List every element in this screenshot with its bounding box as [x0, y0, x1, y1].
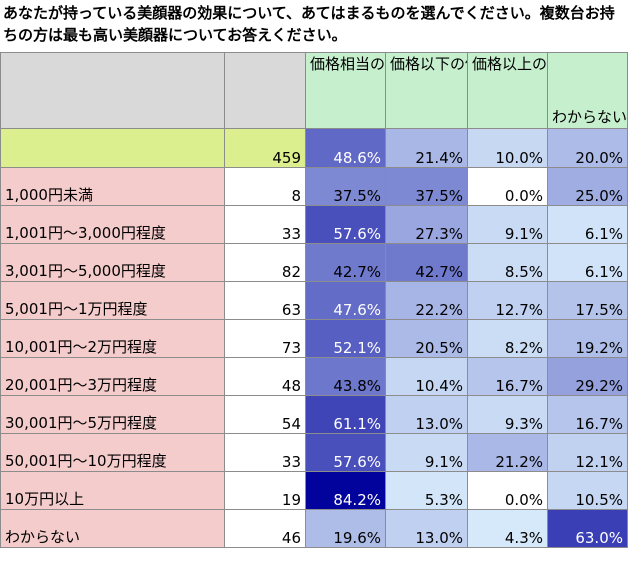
table-row: 5,001円～1万円程度 63 47.6% 22.2% 12.7% 17.5%: [0, 281, 628, 320]
percent-cell: 8.5%: [467, 243, 548, 282]
percent-cell: 57.6%: [305, 433, 386, 472]
header-corner-cell: [0, 52, 225, 129]
category-label: 10,001円～2万円程度: [0, 319, 225, 358]
table-row: 1,001円～3,000円程度 33 57.6% 27.3% 9.1% 6.1%: [0, 205, 628, 244]
percent-cell: 12.1%: [547, 433, 628, 472]
percent-cell: 48.6%: [305, 128, 386, 168]
percent-cell: 42.7%: [385, 243, 468, 282]
respondent-count: 46: [224, 509, 306, 548]
percent-cell: 19.6%: [305, 509, 386, 548]
respondent-count: 48: [224, 357, 306, 396]
percent-cell: 43.8%: [305, 357, 386, 396]
percent-cell: 42.7%: [305, 243, 386, 282]
category-label: 5,001円～1万円程度: [0, 281, 225, 320]
category-label: 1,001円～3,000円程度: [0, 205, 225, 244]
respondent-count: 63: [224, 281, 306, 320]
category-label: 1,000円未満: [0, 167, 225, 206]
category-label: 30,001円～5万円程度: [0, 395, 225, 434]
percent-cell: 6.1%: [547, 243, 628, 282]
table-row: わからない 46 19.6% 13.0% 4.3% 63.0%: [0, 509, 628, 548]
category-label: 3,001円～5,000円程度: [0, 243, 225, 282]
percent-cell: 37.5%: [305, 167, 386, 206]
percent-cell: 61.1%: [305, 395, 386, 434]
percent-cell: 25.0%: [547, 167, 628, 206]
table-row: 10万円以上 19 84.2% 5.3% 0.0% 10.5%: [0, 471, 628, 510]
percent-cell: 63.0%: [547, 509, 628, 548]
percent-cell: 17.5%: [547, 281, 628, 320]
percent-cell: 8.2%: [467, 319, 548, 358]
total-label: [0, 128, 225, 168]
header-row: 価格相当の価値がある 価格以下の価値しかない 価格以上の価値がある わからない: [0, 52, 628, 129]
respondent-count: 33: [224, 433, 306, 472]
category-label: 20,001円～3万円程度: [0, 357, 225, 396]
percent-cell: 9.3%: [467, 395, 548, 434]
percent-cell: 47.6%: [305, 281, 386, 320]
percent-cell: 19.2%: [547, 319, 628, 358]
category-label: 10万円以上: [0, 471, 225, 510]
percent-cell: 29.2%: [547, 357, 628, 396]
respondent-count: 82: [224, 243, 306, 282]
header-n-cell: [224, 52, 306, 129]
respondent-count: 54: [224, 395, 306, 434]
percent-cell: 10.5%: [547, 471, 628, 510]
table-row: 20,001円～3万円程度 48 43.8% 10.4% 16.7% 29.2%: [0, 357, 628, 396]
percent-cell: 0.0%: [467, 167, 548, 206]
percent-cell: 13.0%: [385, 395, 468, 434]
percent-cell: 13.0%: [385, 509, 468, 548]
column-header-worth-price: 価格相当の価値がある: [305, 52, 386, 129]
respondent-count: 19: [224, 471, 306, 510]
page-title: あなたが持っている美顔器の効果について、あてはまるものを選んでください。複数台お…: [3, 4, 615, 44]
table-row: 10,001円～2万円程度 73 52.1% 20.5% 8.2% 19.2%: [0, 319, 628, 358]
table-row: 30,001円～5万円程度 54 61.1% 13.0% 9.3% 16.7%: [0, 395, 628, 434]
percent-cell: 22.2%: [385, 281, 468, 320]
percent-cell: 27.3%: [385, 205, 468, 244]
percent-cell: 9.1%: [467, 205, 548, 244]
percent-cell: 20.5%: [385, 319, 468, 358]
percent-cell: 16.7%: [547, 395, 628, 434]
percent-cell: 4.3%: [467, 509, 548, 548]
percent-cell: 37.5%: [385, 167, 468, 206]
percent-cell: 0.0%: [467, 471, 548, 510]
total-row: 459 48.6% 21.4% 10.0% 20.0%: [0, 128, 628, 168]
column-header-below-price: 価格以下の価値しかない: [385, 52, 468, 129]
total-n: 459: [224, 128, 306, 168]
respondent-count: 8: [224, 167, 306, 206]
percent-cell: 10.0%: [467, 128, 548, 168]
percent-cell: 16.7%: [467, 357, 548, 396]
percent-cell: 20.0%: [547, 128, 628, 168]
percent-cell: 52.1%: [305, 319, 386, 358]
results-table: 価格相当の価値がある 価格以下の価値しかない 価格以上の価値がある わからない …: [0, 52, 628, 548]
percent-cell: 6.1%: [547, 205, 628, 244]
category-label: わからない: [0, 509, 225, 548]
percent-cell: 12.7%: [467, 281, 548, 320]
percent-cell: 57.6%: [305, 205, 386, 244]
respondent-count: 33: [224, 205, 306, 244]
table-row: 1,000円未満 8 37.5% 37.5% 0.0% 25.0%: [0, 167, 628, 206]
percent-cell: 10.4%: [385, 357, 468, 396]
category-label: 50,001円～10万円程度: [0, 433, 225, 472]
percent-cell: 9.1%: [385, 433, 468, 472]
percent-cell: 5.3%: [385, 471, 468, 510]
column-header-unknown: わからない: [547, 52, 628, 129]
percent-cell: 21.4%: [385, 128, 468, 168]
table-row: 50,001円～10万円程度 33 57.6% 9.1% 21.2% 12.1%: [0, 433, 628, 472]
percent-cell: 21.2%: [467, 433, 548, 472]
percent-cell: 84.2%: [305, 471, 386, 510]
table-row: 3,001円～5,000円程度 82 42.7% 42.7% 8.5% 6.1%: [0, 243, 628, 282]
respondent-count: 73: [224, 319, 306, 358]
column-header-above-price: 価格以上の価値がある: [467, 52, 548, 129]
